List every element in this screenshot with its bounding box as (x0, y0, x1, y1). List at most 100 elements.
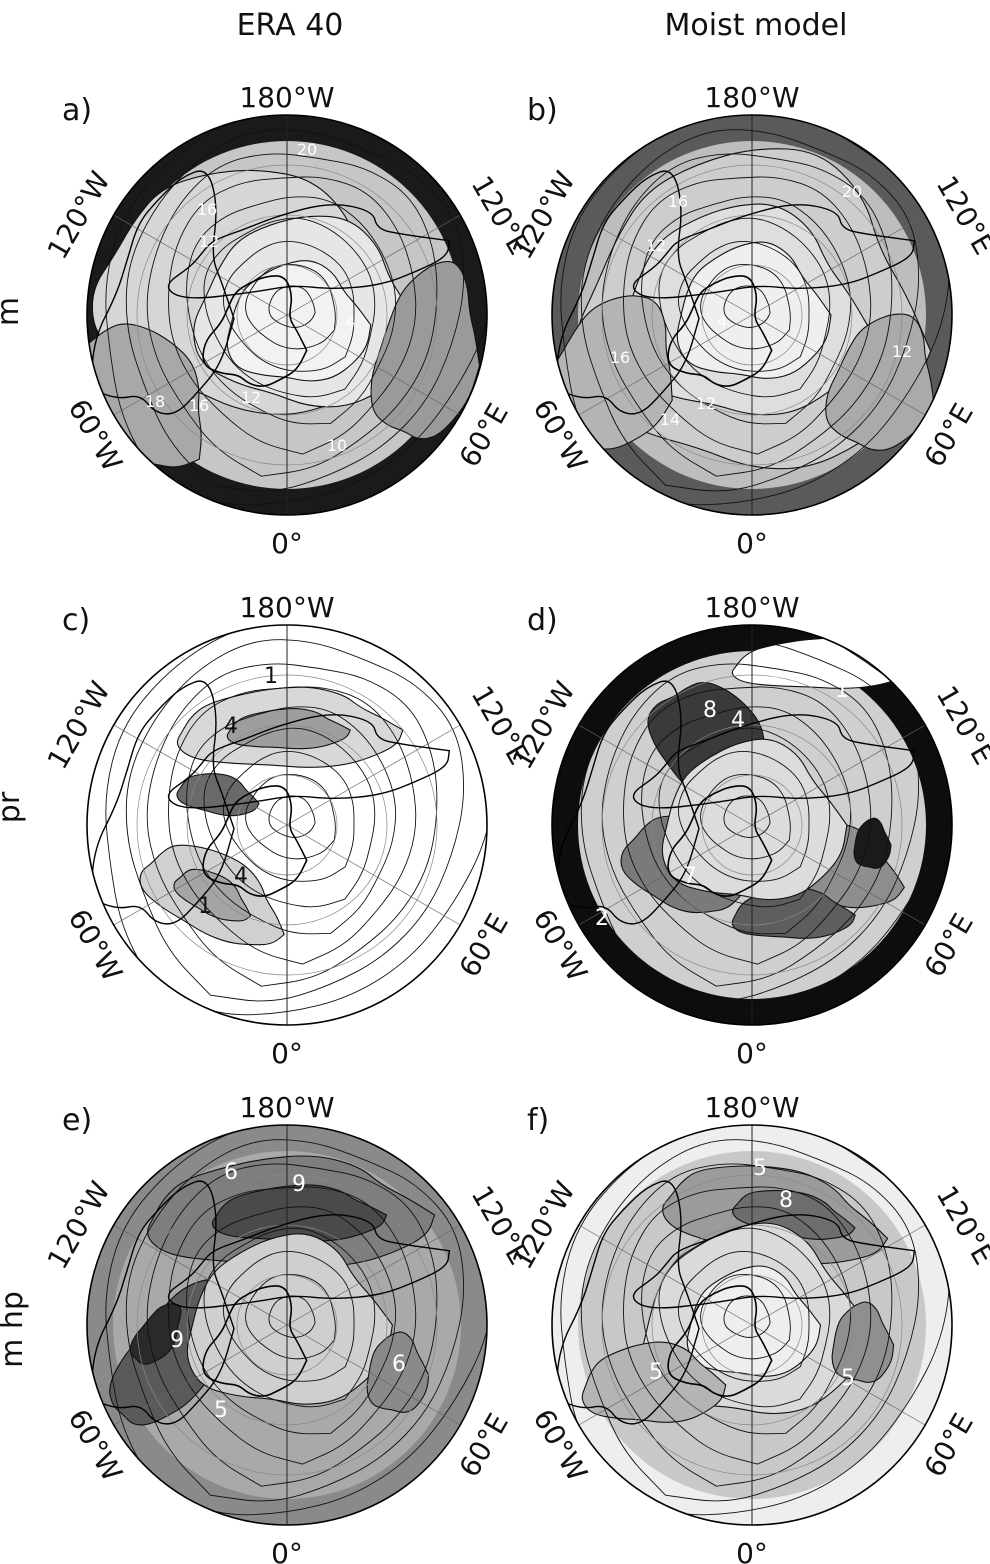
contour-band (176, 773, 260, 817)
contour-value-label: 1 (264, 664, 278, 689)
contour-line (677, 240, 810, 372)
longitude-label-180w: 180°W (239, 1091, 334, 1124)
eurasia-coastline (167, 1214, 451, 1309)
contour-line (125, 129, 465, 492)
contour-value-label: 16 (197, 200, 217, 219)
contour-value-label: 1 (198, 894, 212, 919)
contour-value-label: 4 (224, 714, 238, 739)
contour-value-label: 20 (842, 182, 862, 201)
contour-line (623, 686, 872, 965)
contour-line (222, 240, 355, 372)
north-america-coastline (556, 1180, 700, 1425)
contour-value-label: 8 (703, 698, 717, 723)
map-border (551, 624, 953, 1026)
meridian-line (751, 724, 926, 826)
contour-band (211, 1184, 388, 1242)
contour-value-label: 5 (841, 1366, 855, 1391)
contour-line (186, 1206, 397, 1435)
contour-value-label: 16 (610, 348, 630, 367)
greenland-coastline (667, 275, 773, 387)
map-border (551, 1124, 953, 1526)
meridian-line (578, 724, 753, 826)
meridian-line (113, 214, 288, 316)
contour-value-label: 7 (683, 864, 697, 889)
contour-line (658, 727, 831, 908)
contour-line (146, 1163, 438, 1487)
greenland-coastline (202, 785, 308, 897)
contour-line (677, 1250, 810, 1382)
contour-line (601, 1163, 893, 1487)
contour-band (731, 887, 856, 939)
longitude-label-180w: 180°W (239, 591, 334, 624)
contour-line (723, 1295, 771, 1338)
contour-line (601, 663, 893, 987)
contour-line (203, 217, 376, 398)
contour-line (168, 686, 417, 965)
eurasia-coastline (632, 1214, 916, 1309)
column-title-moist-model: Moist model (664, 8, 848, 43)
contour-line (658, 1227, 831, 1408)
panel-letter: e) (62, 1103, 92, 1138)
meridian-line (286, 314, 461, 416)
north-america-coastline (91, 170, 235, 415)
eurasia-coastline (167, 714, 451, 809)
greenland-coastline (667, 1285, 773, 1397)
contour-value-label: 4 (234, 864, 248, 889)
contour-line (700, 773, 791, 860)
contour-value-label: 12 (892, 342, 912, 361)
meridian-line (751, 1324, 926, 1426)
contour-line (125, 639, 465, 1002)
longitude-label-0: 0° (736, 1537, 768, 1564)
meridian-line (286, 1324, 461, 1426)
contour-value-label: 12 (199, 232, 219, 251)
contour-line (222, 750, 355, 882)
contour-value-label: 16 (668, 192, 688, 211)
meridian-line (751, 314, 926, 416)
map-border (86, 114, 488, 516)
north-america-coastline (91, 680, 235, 925)
contour-value-label: 4 (731, 708, 745, 733)
contour-line (658, 217, 831, 398)
greenland-coastline (667, 785, 773, 897)
contour-value-label: 9 (170, 1328, 184, 1353)
polar-map-panel: b) 180°W0°120°W 120°E60°W 60°E1620124161412… (506, 81, 990, 560)
contour-line (125, 1139, 465, 1502)
contour-value-label: 5 (753, 1156, 767, 1181)
longitude-label-180w: 180°W (704, 591, 799, 624)
map-border (86, 624, 488, 1026)
contour-value-label: 8 (779, 1188, 793, 1213)
contour-value-label: 2 (595, 906, 609, 931)
contour-line (700, 1273, 791, 1360)
contour-value-label: 5 (214, 1398, 228, 1423)
contour-value-label: 12 (241, 388, 261, 407)
panel-letter: d) (527, 603, 558, 638)
eurasia-coastline (632, 714, 916, 809)
contour-line (677, 750, 810, 882)
contour-line (146, 663, 438, 987)
contour-line (168, 1186, 417, 1465)
contour-value-label: 10 (327, 436, 347, 455)
longitude-label-0: 0° (736, 527, 768, 560)
greenland-coastline (202, 275, 308, 387)
contour-value-label: 12 (646, 236, 666, 255)
meridian-line (113, 724, 288, 826)
contour-line (700, 263, 791, 350)
meridian-line (578, 214, 753, 316)
contour-band (825, 313, 935, 451)
contour-value-label: 20 (297, 140, 317, 159)
longitude-label-0: 0° (271, 1537, 303, 1564)
longitude-label-0: 0° (736, 1037, 768, 1070)
contour-value-label: 4 (717, 312, 727, 331)
longitude-label-180w: 180°W (704, 1091, 799, 1124)
north-america-coastline (556, 680, 700, 925)
contour-line (203, 727, 376, 908)
meridian-line (286, 824, 461, 926)
contour-line (186, 706, 397, 935)
meridian-line (113, 1224, 288, 1326)
contour-band (366, 1331, 430, 1413)
contour-line (222, 1250, 355, 1382)
